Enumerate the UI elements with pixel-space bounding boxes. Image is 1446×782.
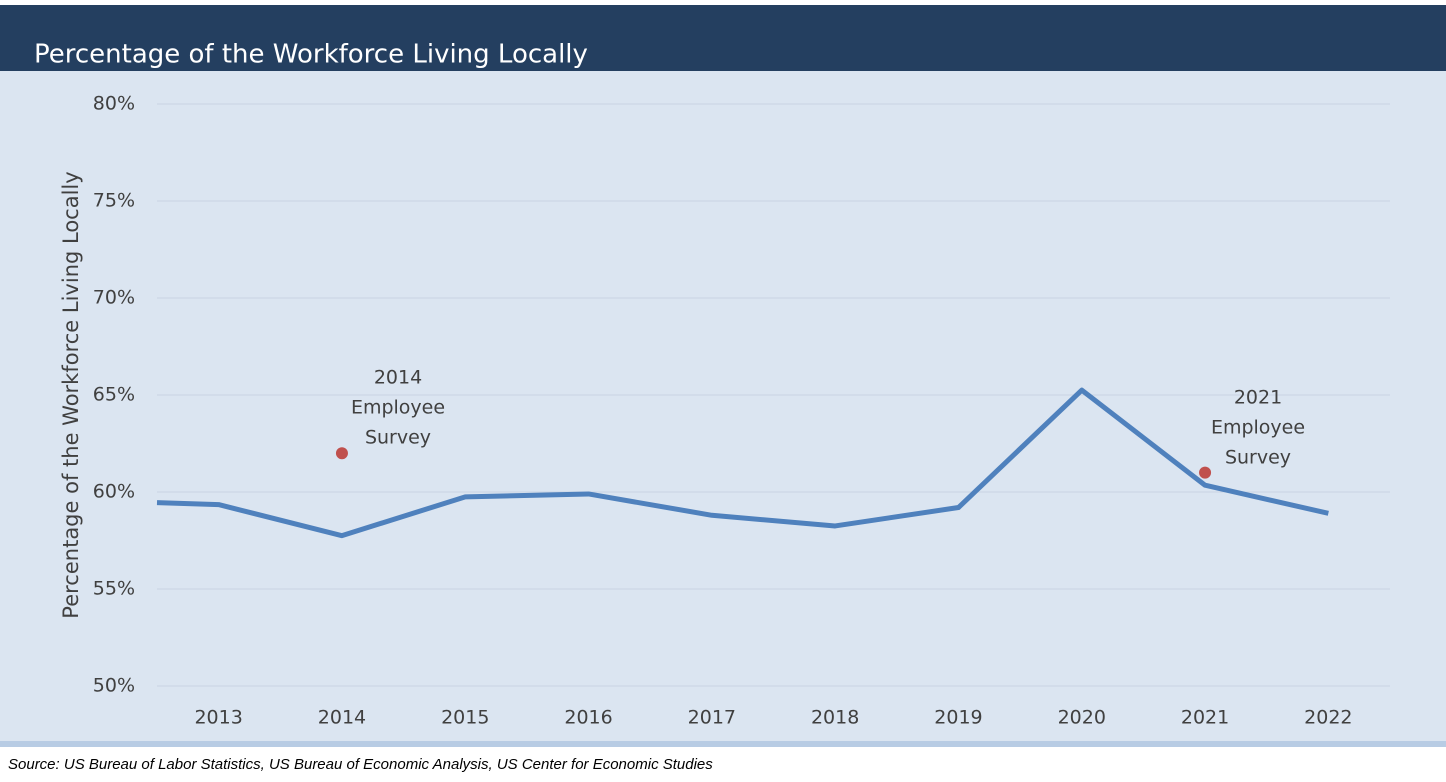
x-tick-label: 2013 (194, 707, 242, 729)
x-tick-label: 2021 (1181, 707, 1229, 729)
y-tick-label: 75% (93, 190, 135, 212)
y-tick-label: 70% (93, 287, 135, 309)
annotation: 2014 (374, 367, 422, 389)
data-line (156, 387, 1329, 539)
footer-rule (0, 741, 1446, 747)
source-note: Source: US Bureau of Labor Statistics, U… (8, 756, 713, 773)
x-tick-label: 2022 (1304, 707, 1352, 729)
x-tick-label: 2015 (441, 707, 489, 729)
y-tick-label: 60% (93, 481, 135, 503)
x-tick-label: 2017 (688, 707, 736, 729)
survey-point (1199, 466, 1212, 479)
annotation: Employee (1211, 417, 1305, 439)
y-axis-label: Percentage of the Workforce Living Local… (59, 171, 83, 618)
plot-background (0, 71, 1446, 741)
annotation: 2021 (1234, 387, 1282, 409)
x-tick-label: 2019 (934, 707, 982, 729)
x-tick-label: 2018 (811, 707, 859, 729)
survey-point (335, 447, 348, 460)
y-tick-label: 55% (93, 578, 135, 600)
y-tick-label: 50% (93, 675, 135, 697)
x-tick-label: 2016 (564, 707, 612, 729)
annotation: Employee (351, 397, 445, 419)
annotation: Survey (1225, 447, 1291, 469)
chart-title: Percentage of the Workforce Living Local… (34, 40, 588, 70)
annotation: Survey (365, 427, 431, 449)
y-tick-label: 80% (93, 93, 135, 115)
x-tick-label: 2014 (318, 707, 366, 729)
header-band (0, 5, 1446, 71)
y-tick-label: 65% (93, 384, 135, 406)
x-tick-label: 2020 (1058, 707, 1106, 729)
